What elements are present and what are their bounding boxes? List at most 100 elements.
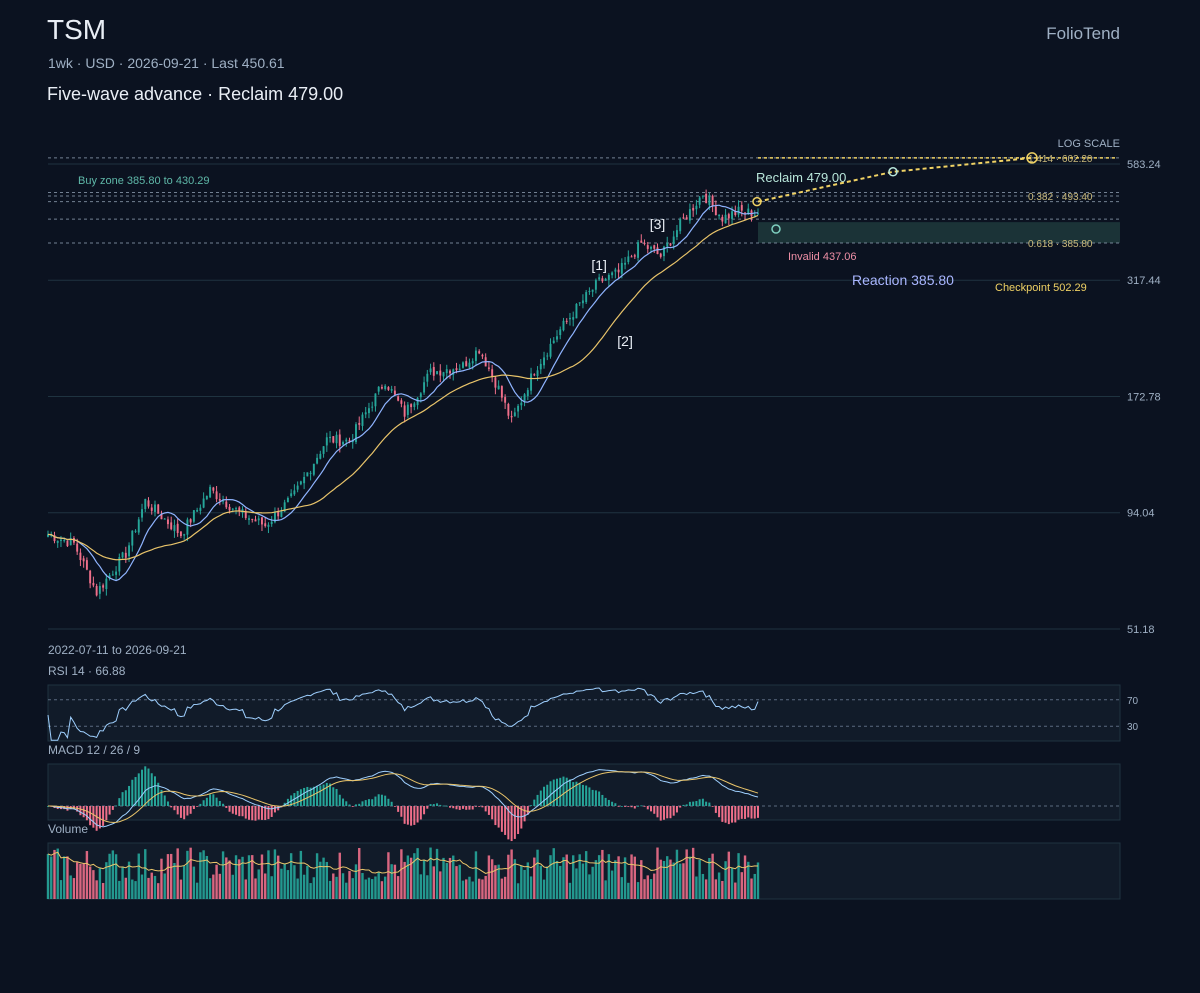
candle-body: [390, 389, 393, 391]
volume-bar: [157, 883, 160, 899]
candle-body: [588, 290, 591, 292]
volume-bar: [659, 859, 662, 899]
volume-bar: [212, 874, 215, 899]
macd-hist-bar: [141, 769, 144, 806]
macd-hist-bar: [624, 806, 627, 807]
candle-body: [345, 439, 348, 442]
macd-hist-bar: [186, 806, 189, 816]
candle-body: [594, 280, 597, 290]
volume-bar: [494, 865, 497, 899]
candle-body: [530, 373, 533, 391]
volume-bar: [740, 872, 743, 899]
candle-body: [108, 575, 111, 579]
candle-body: [640, 240, 643, 243]
macd-hist-bar: [559, 777, 562, 806]
macd-hist-bar: [371, 799, 374, 806]
volume-bar: [487, 855, 491, 899]
candle-body: [714, 206, 717, 216]
macd-hist-bar: [218, 801, 221, 806]
candle-body: [708, 196, 711, 205]
candle-body: [552, 340, 555, 344]
volume-bar: [147, 877, 150, 899]
volume-bar: [351, 878, 354, 899]
volume-bar: [92, 870, 95, 899]
macd-hist-bar: [653, 806, 656, 814]
sma-slow-line: [47, 214, 759, 561]
macd-hist-bar: [426, 806, 429, 809]
buy-zone-label: Buy zone 385.80 to 430.29: [78, 175, 210, 187]
volume-bar: [358, 848, 361, 899]
candle-body: [296, 485, 299, 490]
volume-bar: [221, 851, 225, 899]
candle-body: [92, 582, 95, 586]
macd-title: MACD 12 / 26 / 9: [48, 743, 141, 757]
fib-label: 1.414 · 602.20: [1028, 154, 1093, 165]
macd-hist-bar: [157, 782, 160, 806]
volume-bar: [377, 871, 380, 899]
candle-body: [218, 499, 221, 501]
volume-bar: [345, 882, 348, 899]
volume-bar: [516, 883, 520, 899]
macd-hist-bar: [757, 806, 759, 818]
candle-body: [734, 211, 737, 215]
macd-hist-bar: [406, 806, 409, 825]
fib-label: 0.382 · 493.40: [1028, 192, 1093, 203]
candle-body: [393, 390, 396, 395]
macd-hist-bar: [643, 806, 646, 807]
volume-bar: [75, 862, 79, 899]
volume-bar: [205, 855, 209, 899]
macd-hist-bar: [640, 805, 643, 807]
macd-hist-bar: [692, 801, 695, 806]
candle-body: [163, 518, 166, 520]
candle-body: [585, 292, 588, 303]
candle-body: [523, 394, 526, 402]
macd-hist-bar: [497, 806, 500, 828]
candle-body: [312, 463, 315, 475]
candle-body: [56, 540, 59, 543]
macd-hist-bar: [604, 797, 607, 806]
volume-bar: [484, 875, 487, 899]
candle-body: [367, 408, 370, 414]
candle-body: [562, 320, 565, 331]
macd-hist-bar: [585, 785, 588, 806]
candle-body: [737, 206, 740, 215]
macd-hist-bar: [257, 806, 260, 820]
volume-bar: [432, 866, 435, 899]
macd-hist-bar: [731, 806, 734, 823]
macd-hist-bar: [705, 801, 708, 806]
candle-body: [361, 414, 364, 426]
macd-hist-bar: [325, 782, 328, 806]
macd-hist-bar: [102, 806, 105, 826]
y-tick-label: 94.04: [1127, 508, 1155, 520]
macd-hist-bar: [108, 806, 111, 815]
candle-body: [137, 519, 140, 533]
volume-bar: [416, 848, 419, 899]
volume-bar: [302, 874, 306, 899]
macd-hist-bar: [176, 806, 179, 815]
volume-bar: [257, 869, 260, 899]
macd-hist-bar: [581, 784, 584, 806]
candle-body: [225, 501, 228, 508]
candle-body: [653, 245, 656, 249]
candle-body: [559, 329, 562, 336]
macd-hist-bar: [89, 806, 92, 826]
volume-bar: [406, 855, 410, 899]
volume-bar: [568, 882, 572, 899]
volume-bar: [490, 859, 494, 899]
candle-body: [445, 369, 448, 374]
volume-bar: [396, 876, 400, 899]
volume-bar: [546, 866, 549, 899]
macd-hist-bar: [637, 805, 640, 807]
candle-body: [338, 434, 341, 446]
volume-bar: [319, 861, 322, 899]
volume-bar: [127, 861, 131, 899]
reclaim-label: Reclaim 479.00: [756, 170, 846, 185]
candle-body: [371, 406, 374, 408]
macd-hist-bar: [66, 806, 69, 811]
candle-body: [536, 370, 539, 377]
volume-bar: [549, 855, 552, 899]
volume-bar: [371, 879, 374, 899]
macd-hist-bar: [199, 803, 202, 806]
macd-hist-bar: [533, 799, 536, 806]
volume-bar: [591, 866, 594, 899]
